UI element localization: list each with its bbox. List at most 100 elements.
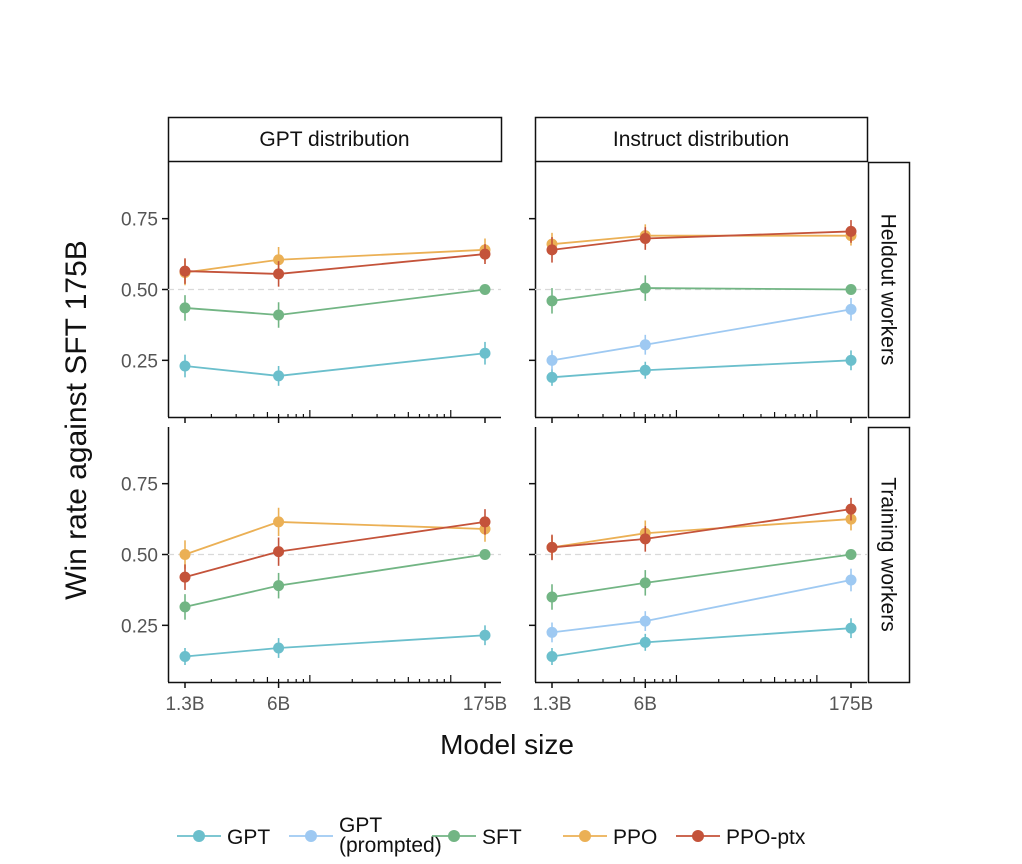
data-point-ppo-ptx — [546, 541, 558, 553]
legend-item-ppo: PPO — [563, 826, 657, 849]
data-point-gpt — [479, 629, 491, 641]
series-line-sft — [551, 553, 852, 598]
series-line-sft — [184, 288, 486, 316]
series-line-gpt — [184, 634, 486, 658]
y-tick-label: 0.25 — [121, 351, 158, 372]
data-point-gpt — [639, 636, 651, 648]
x-tick-label: 175B — [463, 694, 507, 715]
data-point-ppo-ptx — [179, 265, 191, 277]
data-point-gpt — [479, 347, 491, 359]
data-point-sft — [179, 302, 191, 314]
row-title-training-workers: Training workers — [877, 477, 900, 631]
y-tick-label: 0.50 — [121, 281, 158, 302]
y-tick-label: 0.75 — [121, 475, 158, 496]
legend-swatch-dot — [305, 830, 317, 842]
series-line-ppo-ptx — [184, 521, 486, 579]
row-strip-heldout-workers — [867, 161, 911, 419]
legend-label: GPT — [227, 826, 270, 849]
data-point-gpt — [273, 370, 285, 382]
y-tick-label: 0.25 — [121, 616, 158, 637]
series-line-gpt — [551, 627, 852, 658]
legend-label: SFT — [482, 826, 522, 849]
legend-swatch-dot — [579, 830, 591, 842]
y-axis-label: Win rate against SFT 175B — [60, 240, 93, 600]
data-point-ppo-ptx — [479, 248, 491, 260]
data-point-ppo — [273, 516, 285, 528]
series-group-instruct-distribution-heldout-workers — [546, 220, 857, 386]
data-point-sft — [546, 591, 558, 603]
data-point-gpt — [179, 360, 191, 372]
legend-item-ppo-ptx: PPO-ptx — [676, 826, 806, 849]
data-point-ppo-ptx — [546, 244, 558, 256]
series-line-ppo — [184, 521, 486, 556]
column-title-instruct-distribution: Instruct distribution — [613, 128, 789, 151]
legend-item-sft: SFT — [432, 826, 522, 849]
data-point-ppo-ptx — [179, 571, 191, 583]
data-point-gpt — [639, 364, 651, 376]
chart-panels: GPT distribution Instruct distribution Hel… — [121, 116, 911, 715]
series-line-ppo-ptx — [551, 508, 852, 549]
legend-item-gpt-prompted: GPT(prompted) — [289, 814, 442, 857]
legend-item-gpt: GPT — [177, 826, 270, 849]
series-line-gpt — [551, 359, 852, 379]
x-tick-label: 6B — [634, 694, 657, 715]
row-strip-training-workers — [867, 426, 911, 684]
series-group-instruct-distribution-training-workers — [546, 497, 857, 665]
data-point-sft — [273, 309, 285, 321]
data-point-ppo — [273, 254, 285, 266]
legend-swatch-dot — [193, 830, 205, 842]
legend-swatch-dot — [448, 830, 460, 842]
series-group-gpt-distribution-heldout-workers — [179, 238, 491, 386]
legend-swatch-dot — [692, 830, 704, 842]
panel-instruct-distribution-training-workers: 1.3B 6B 175B — [529, 427, 873, 715]
data-point-gpt-prompted — [546, 626, 558, 638]
panel-gpt-distribution-heldout-workers: 0.25 0.50 0.75 — [121, 162, 501, 423]
data-point-ppo-ptx — [639, 533, 651, 545]
series-line-gpt — [184, 352, 486, 377]
data-point-sft — [479, 549, 491, 560]
x-tick-label: 1.3B — [532, 694, 571, 715]
x-axis-label: Model size — [440, 729, 574, 760]
panel-gpt-distribution-training-workers: 0.25 0.50 0.75 1.3B 6B 175B — [121, 427, 507, 715]
data-point-gpt-prompted — [845, 574, 857, 586]
x-tick-label: 175B — [829, 694, 873, 715]
column-title-gpt-distribution: GPT distribution — [259, 128, 409, 151]
data-point-gpt — [845, 354, 857, 366]
series-line-sft — [184, 553, 486, 608]
column-strip-instruct-distribution — [534, 116, 869, 163]
data-point-sft — [179, 601, 191, 613]
y-tick-label: 0.50 — [121, 546, 158, 567]
data-point-ppo-ptx — [845, 503, 857, 515]
data-point-sft — [479, 284, 491, 295]
data-point-ppo — [179, 549, 191, 560]
data-point-gpt-prompted — [639, 339, 651, 351]
data-point-ppo-ptx — [479, 516, 491, 528]
data-point-sft — [845, 284, 857, 295]
data-point-gpt — [546, 371, 558, 383]
data-point-gpt-prompted — [546, 354, 558, 366]
data-point-gpt — [546, 651, 558, 662]
data-point-sft — [273, 580, 285, 592]
column-strip-gpt-distribution — [167, 116, 503, 163]
data-point-ppo-ptx — [845, 225, 857, 237]
data-point-sft — [845, 549, 857, 560]
x-tick-label: 6B — [267, 694, 290, 715]
legend-label: PPO-ptx — [726, 826, 806, 849]
x-tick-label: 1.3B — [165, 694, 204, 715]
data-point-ppo-ptx — [273, 546, 285, 558]
data-point-ppo-ptx — [639, 233, 651, 244]
panel-instruct-distribution-heldout-workers — [529, 162, 867, 423]
y-tick-label: 0.75 — [121, 210, 158, 231]
series-line-gpt-prompted — [551, 308, 852, 362]
data-point-sft — [639, 282, 651, 294]
data-point-gpt — [273, 642, 285, 654]
legend-label: PPO — [613, 826, 657, 849]
data-point-ppo-ptx — [273, 268, 285, 280]
legend-label-line: GPT — [339, 814, 382, 837]
series-line-gpt-prompted — [551, 579, 852, 634]
data-point-sft — [639, 577, 651, 589]
legend-label-line: (prompted) — [339, 834, 442, 857]
data-point-gpt-prompted — [639, 615, 651, 627]
